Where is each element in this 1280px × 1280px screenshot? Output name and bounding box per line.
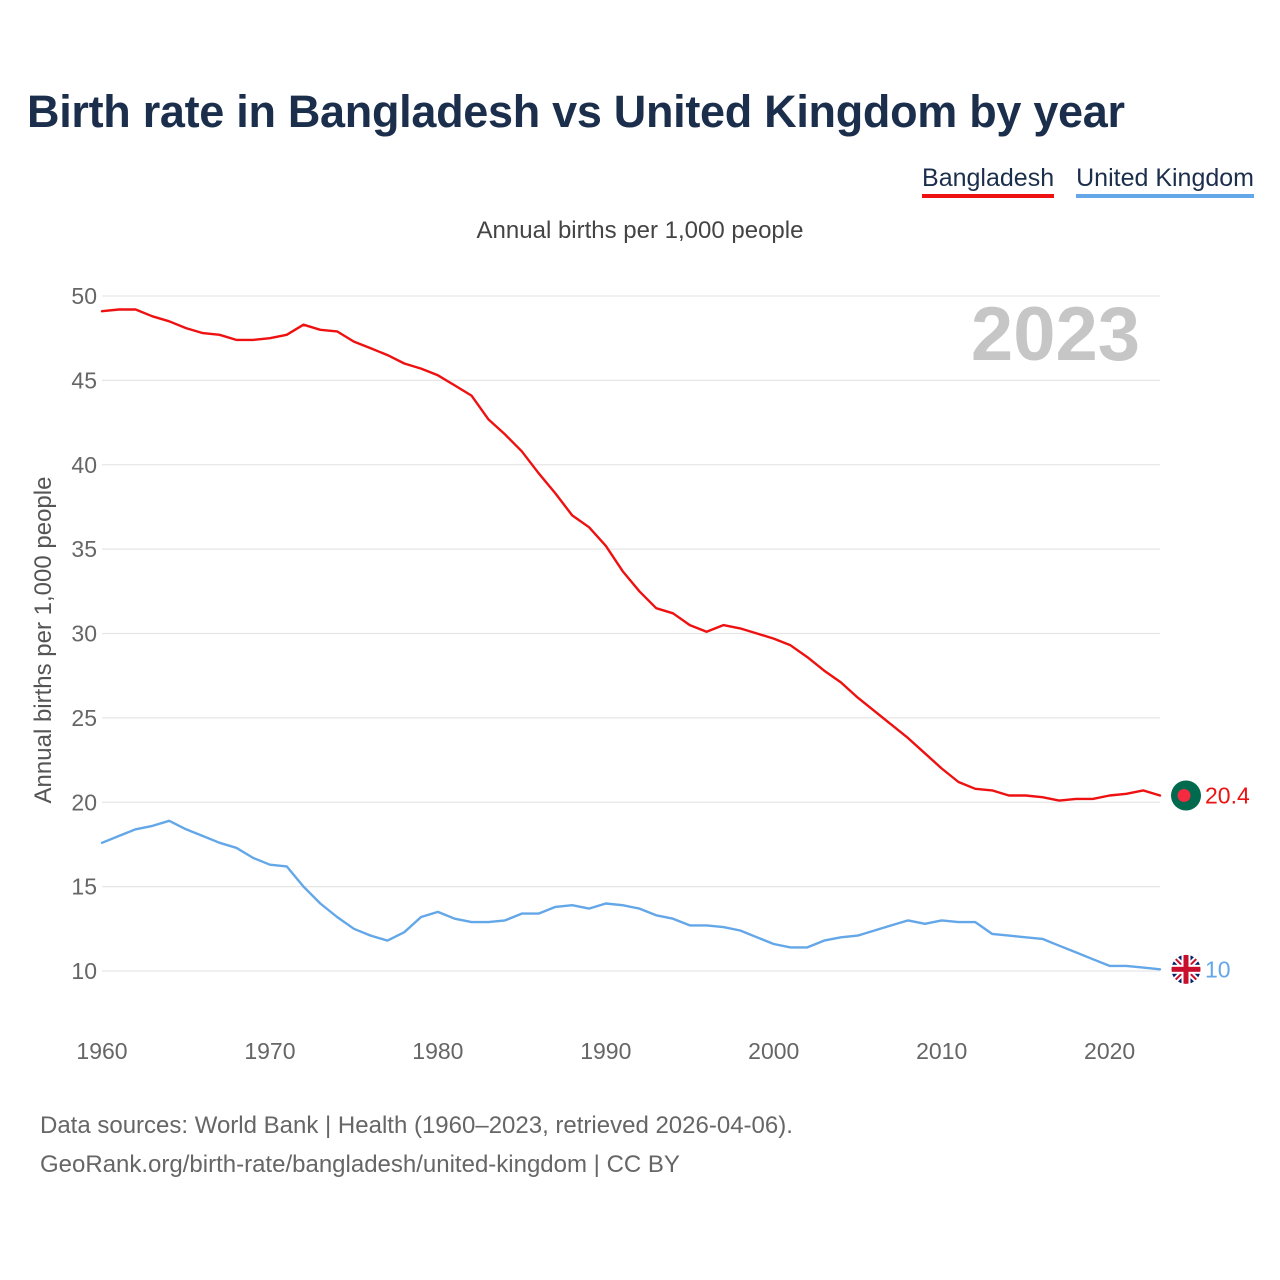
flag-body — [1171, 954, 1201, 985]
source-link[interactable]: GeoRank.org/birth-rate/bangladesh/united… — [40, 1151, 680, 1178]
y-tick-label: 40 — [71, 452, 97, 478]
flag-cross-red — [1183, 954, 1189, 985]
x-tick-label: 1990 — [580, 1038, 631, 1064]
y-tick-label: 45 — [71, 367, 97, 393]
legend-item-united-kingdom[interactable]: United Kingdom — [1076, 164, 1254, 198]
x-tick-label: 2020 — [1084, 1038, 1135, 1064]
x-tick-label: 1970 — [244, 1038, 295, 1064]
flag-disc — [1177, 789, 1191, 802]
legend: Bangladesh United Kingdom — [922, 164, 1254, 198]
y-tick-label: 25 — [71, 705, 97, 731]
chart-subtitle: Annual births per 1,000 people — [476, 217, 804, 244]
y-tick-label: 30 — [71, 621, 97, 647]
y-tick-label: 20 — [71, 789, 97, 815]
x-tick-label: 2010 — [916, 1038, 967, 1064]
flag-border — [1170, 953, 1202, 985]
end-value-label-bangladesh: 20.4 — [1205, 783, 1250, 809]
x-tick-label: 2000 — [748, 1038, 799, 1064]
legend-item-bangladesh[interactable]: Bangladesh — [922, 164, 1055, 198]
data-source-note: Data sources: World Bank | Health (1960–… — [40, 1112, 793, 1139]
line-chart: 10 15 20 25 30 35 40 45 50 1960 1970 1980 1990 2000 20… — [30, 283, 1250, 1064]
y-tick-label: 10 — [71, 958, 97, 984]
end-value-label-united-kingdom: 10 — [1205, 956, 1231, 982]
y-axis-label: Annual births per 1,000 people — [30, 477, 57, 804]
series-line-united-kingdom — [100, 819, 1162, 971]
united-kingdom-flag — [1170, 953, 1202, 985]
x-tick-label: 1960 — [76, 1038, 127, 1064]
bangladesh-flag — [1171, 780, 1201, 811]
chart-title: Birth rate in Bangladesh vs United Kingd… — [27, 86, 1125, 137]
x-tick-label: 1980 — [412, 1038, 463, 1064]
year-label: 2023 — [971, 292, 1140, 377]
y-tick-label: 35 — [71, 536, 97, 562]
y-tick-label: 50 — [71, 283, 97, 309]
footer: Data sources: World Bank | Health (1960–… — [40, 1106, 793, 1184]
series-line-bangladesh — [100, 308, 1162, 802]
y-tick-label: 15 — [71, 874, 97, 900]
